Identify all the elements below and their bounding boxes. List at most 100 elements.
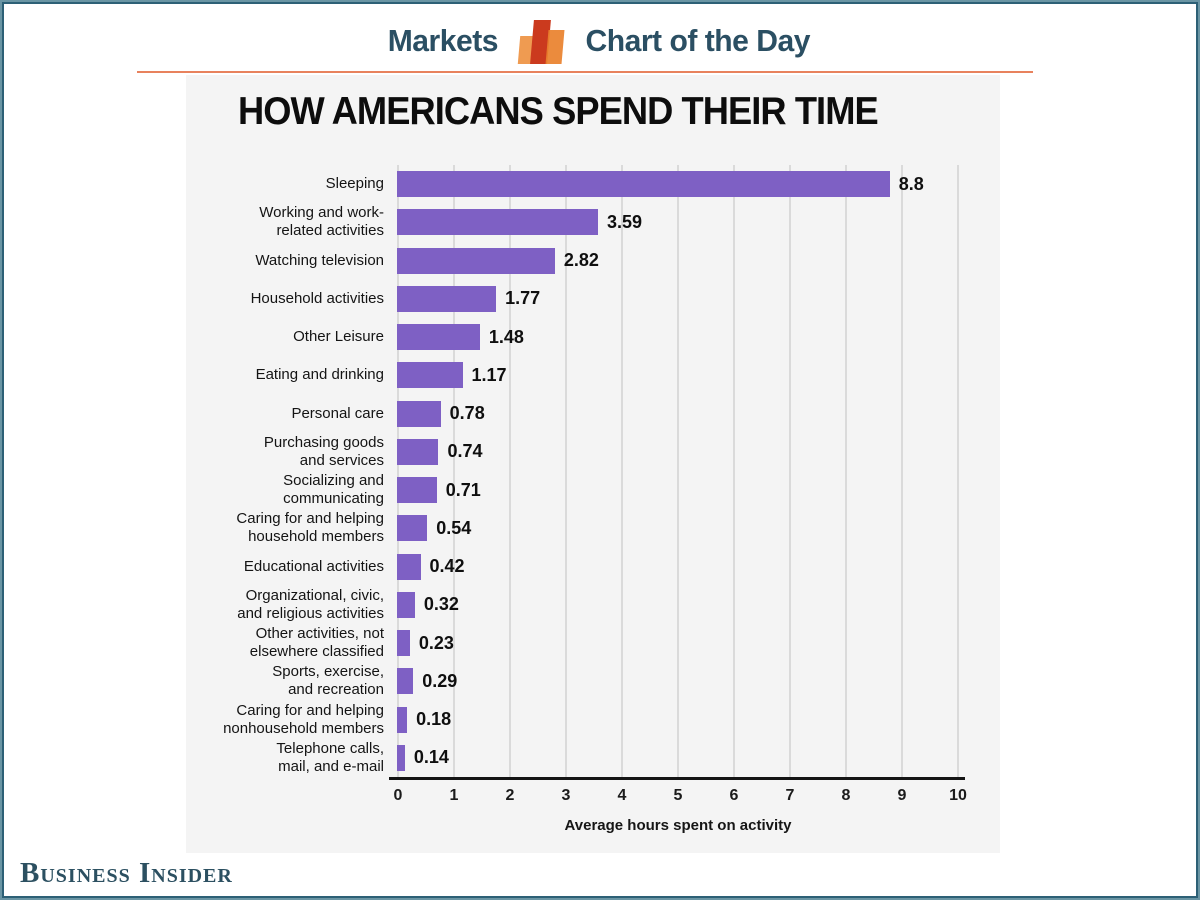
value-label: 1.48 [488,326,524,347]
category-label: Sleeping [325,175,384,193]
bar-area: 1.48 [397,318,524,356]
bar [397,400,441,427]
bar [397,477,437,504]
value-label: 0.32 [423,594,459,615]
category-label: Purchasing goods and services [263,433,384,469]
gridline [733,165,735,777]
value-label: 0.18 [416,709,452,730]
value-label: 0.14 [413,747,449,768]
bar-row: Sports, exercise, and recreation 0.29 [186,662,1000,700]
value-label: 0.78 [449,403,485,424]
x-axis-label: Average hours spent on activity [564,817,792,834]
bar-row: Purchasing goods and services 0.74 [186,433,1000,471]
chart-panel: HOW AMERICANS SPEND THEIR TIME Sleeping … [186,75,1000,853]
bar-row: Organizational, civic, and religious act… [186,586,1000,624]
bar-row: Telephone calls, mail, and e-mail 0.14 [186,739,1000,777]
bar-area: 0.29 [397,662,457,700]
x-tick-label: 7 [785,787,795,804]
value-label: 2.82 [563,250,599,271]
bar [397,171,890,198]
bar [397,515,428,542]
value-label: 0.54 [436,517,472,538]
bar-area: 0.74 [397,433,482,471]
header: Markets Chart of the Day [0,12,1200,70]
category-label: Sports, exercise, and recreation [272,663,384,699]
bar-area: 0.42 [397,548,465,586]
bar-area: 1.17 [397,356,507,394]
gridline [901,165,903,777]
category-label: Caring for and helping household members [236,510,384,546]
x-tick-label: 9 [897,787,907,804]
gridline [565,165,567,777]
business-insider-logo: Business Insider [20,857,233,889]
bar-row: Household activities 1.77 [186,280,1000,318]
chart-of-the-day-label: Chart of the Day [585,23,811,58]
gridline [453,165,455,777]
category-label: Telephone calls, mail, and e-mail [276,739,384,775]
value-label: 0.23 [418,632,454,653]
category-label: Watching television [255,251,384,269]
x-tick-label: 10 [949,787,967,804]
category-label: Organizational, civic, and religious act… [237,586,384,622]
bar-row: Sleeping 8.8 [186,165,1000,203]
bar [397,630,410,657]
bar-row: Educational activities 0.42 [186,548,1000,586]
gridline [397,165,399,777]
gridline [845,165,847,777]
bar [397,285,497,312]
bar-row: Socializing and communicating 0.71 [186,471,1000,509]
value-label: 0.29 [422,670,458,691]
x-tick-label: 5 [673,787,683,804]
x-axis-ticks: 0 1 2 3 4 5 6 7 8 9 10 [394,787,967,809]
bar [397,744,405,771]
chart-title: HOW AMERICANS SPEND THEIR TIME [238,90,879,133]
header-divider [137,71,1033,73]
bar-rows: Sleeping 8.8 Working and work- related a… [186,165,1000,777]
gridlines [397,165,959,777]
category-label: Personal care [291,404,384,422]
category-label: Caring for and helping nonhousehold memb… [223,701,384,737]
bar-row: Other Leisure 1.48 [186,318,1000,356]
bar [397,324,480,351]
x-tick-label: 1 [449,787,459,804]
bar-area: 1.77 [397,280,540,318]
bar-area: 0.78 [397,395,485,433]
bar-row: Other activities, not elsewhere classifi… [186,624,1000,662]
gridline [789,165,791,777]
value-label: 0.42 [429,556,465,577]
bar [397,706,408,733]
bar-row: Eating and drinking 1.17 [186,356,1000,394]
category-label: Working and work- related activities [259,204,384,240]
bar-chart-icon [516,18,566,65]
bar-row: Watching television 2.82 [186,242,1000,280]
brand-markets-label: Markets [388,23,499,58]
value-label: 1.17 [471,364,507,385]
bar [397,209,599,236]
gridline [957,165,959,777]
x-tick-label: 4 [617,787,627,804]
x-tick-label: 8 [841,787,851,804]
x-tick-label: 3 [561,787,571,804]
gridline [677,165,679,777]
x-tick-label: 0 [393,787,403,804]
category-label: Socializing and communicating [283,472,384,508]
x-tick-label: 6 [729,787,739,804]
gridline [621,165,623,777]
value-label: 1.77 [505,288,541,309]
bar-area: 3.59 [397,203,642,241]
bar-row: Caring for and helping nonhousehold memb… [186,701,1000,739]
bar-row: Personal care 0.78 [186,395,1000,433]
bar [397,362,463,389]
x-axis-line [389,777,965,780]
value-label: 8.8 [898,173,924,194]
bar [397,668,414,695]
value-label: 3.59 [607,211,643,232]
bar-area: 0.71 [397,471,481,509]
bar [397,438,439,465]
bar-area: 0.18 [397,701,451,739]
x-tick-label: 2 [505,787,515,804]
bar [397,553,421,580]
bar-area: 0.14 [397,739,449,777]
gridline [509,165,511,777]
bar-area: 8.8 [397,165,924,203]
